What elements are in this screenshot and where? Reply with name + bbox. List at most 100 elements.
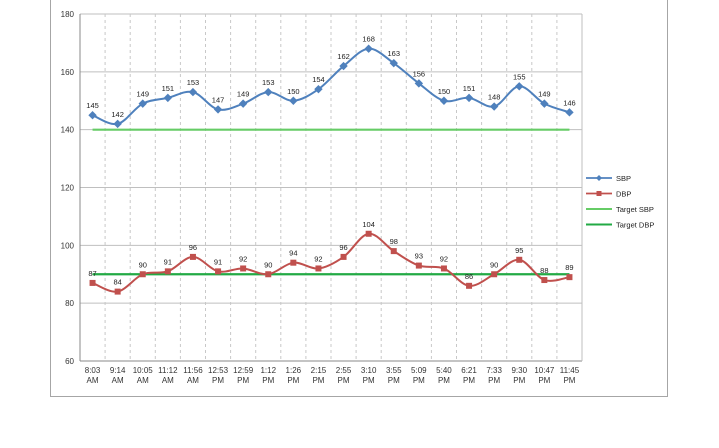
- x-tick-label: 12:53: [208, 366, 229, 375]
- chart-frame: [50, 0, 668, 397]
- x-tick-label: PM: [413, 376, 425, 385]
- x-tick-label: PM: [363, 376, 375, 385]
- point-dbp: [365, 230, 372, 237]
- x-tick-label: 7:33: [486, 366, 502, 375]
- point-dbp: [114, 288, 121, 295]
- legend-label-target-dbp: Target DBP: [616, 221, 654, 230]
- x-tick-label: PM: [312, 376, 324, 385]
- point-sbp: [88, 111, 97, 120]
- data-label-sbp: 153: [187, 78, 200, 87]
- y-tick-label: 100: [61, 241, 75, 250]
- point-dbp: [265, 271, 272, 278]
- data-label-dbp: 90: [264, 260, 272, 269]
- data-label-sbp: 142: [111, 110, 124, 119]
- x-tick-label: 2:55: [336, 366, 352, 375]
- data-label-dbp: 91: [164, 257, 172, 266]
- x-tick-label: AM: [162, 376, 174, 385]
- data-label-dbp: 90: [490, 260, 498, 269]
- data-label-dbp: 96: [339, 243, 347, 252]
- x-tick-label: 8:03: [85, 366, 101, 375]
- y-tick-label: 80: [65, 299, 74, 308]
- point-dbp: [215, 268, 222, 275]
- point-sbp: [515, 82, 524, 91]
- point-dbp: [516, 256, 523, 263]
- point-dbp: [566, 274, 573, 281]
- data-label-dbp: 87: [88, 269, 96, 278]
- data-label-dbp: 94: [289, 249, 297, 258]
- point-sbp: [314, 84, 323, 94]
- point-sbp: [540, 99, 549, 108]
- x-tick-label: PM: [287, 376, 299, 385]
- point-dbp: [415, 262, 422, 269]
- x-tick-label: AM: [137, 376, 149, 385]
- x-tick-label: 3:55: [386, 366, 402, 375]
- x-tick-label: PM: [212, 376, 224, 385]
- data-label-sbp: 162: [337, 52, 350, 61]
- data-label-sbp: 155: [513, 72, 526, 81]
- x-tick-label: PM: [563, 376, 575, 385]
- point-dbp: [164, 268, 171, 275]
- data-label-dbp: 92: [314, 254, 322, 263]
- data-label-sbp: 149: [237, 90, 250, 99]
- point-sbp: [238, 99, 248, 108]
- y-tick-label: 120: [61, 184, 75, 193]
- x-tick-label: 10:47: [534, 366, 555, 375]
- point-dbp: [89, 279, 96, 286]
- x-tick-label: PM: [513, 376, 525, 385]
- x-tick-label: PM: [262, 376, 274, 385]
- data-label-dbp: 90: [139, 260, 147, 269]
- y-tick-label: 140: [61, 126, 75, 135]
- data-label-dbp: 92: [239, 254, 247, 263]
- x-tick-label: PM: [388, 376, 400, 385]
- x-tick-label: 2:15: [311, 366, 327, 375]
- data-label-dbp: 89: [565, 263, 573, 272]
- x-tick-label: 6:21: [461, 366, 477, 375]
- point-sbp: [565, 108, 574, 117]
- point-dbp: [340, 253, 347, 260]
- point-dbp: [139, 271, 146, 278]
- point-sbp: [464, 93, 474, 103]
- x-tick-label: 3:10: [361, 366, 377, 375]
- x-tick-label: 11:56: [183, 366, 203, 375]
- x-tick-label: 11:12: [158, 366, 178, 375]
- x-tick-label: PM: [237, 376, 249, 385]
- point-dbp: [440, 265, 447, 272]
- x-tick-label: 11:45: [560, 366, 580, 375]
- y-tick-label: 60: [65, 357, 74, 366]
- point-sbp: [489, 102, 499, 111]
- x-tick-label: 9:30: [511, 366, 527, 375]
- legend-label-sbp: SBP: [616, 174, 631, 183]
- point-sbp: [439, 96, 449, 105]
- legend-marker-dbp: [596, 191, 602, 196]
- point-sbp: [364, 44, 373, 53]
- legend-marker-sbp: [596, 175, 602, 181]
- point-sbp: [113, 119, 122, 129]
- point-dbp: [390, 248, 397, 255]
- x-tick-label: AM: [87, 376, 99, 385]
- x-tick-label: 1:26: [286, 366, 302, 375]
- data-label-dbp: 88: [540, 266, 548, 275]
- x-tick-label: PM: [488, 376, 500, 385]
- data-label-sbp: 150: [287, 87, 300, 96]
- data-label-dbp: 84: [113, 278, 121, 287]
- x-tick-label: PM: [438, 376, 450, 385]
- point-sbp: [414, 79, 424, 88]
- data-label-sbp: 156: [413, 69, 426, 78]
- data-label-sbp: 153: [262, 78, 275, 87]
- point-sbp: [339, 61, 348, 71]
- point-dbp: [491, 271, 498, 278]
- data-label-sbp: 148: [488, 93, 501, 102]
- data-label-sbp: 151: [162, 84, 175, 93]
- x-tick-label: AM: [187, 376, 199, 385]
- point-sbp: [289, 96, 298, 105]
- point-dbp: [189, 253, 196, 260]
- data-label-dbp: 86: [465, 272, 473, 281]
- legend-label-target-sbp: Target SBP: [616, 205, 654, 214]
- data-label-sbp: 168: [362, 35, 375, 44]
- x-tick-label: 9:14: [110, 366, 126, 375]
- data-label-sbp: 151: [463, 84, 476, 93]
- point-sbp: [264, 87, 273, 97]
- data-label-dbp: 91: [214, 257, 222, 266]
- point-sbp: [138, 99, 147, 108]
- data-label-dbp: 93: [415, 252, 423, 261]
